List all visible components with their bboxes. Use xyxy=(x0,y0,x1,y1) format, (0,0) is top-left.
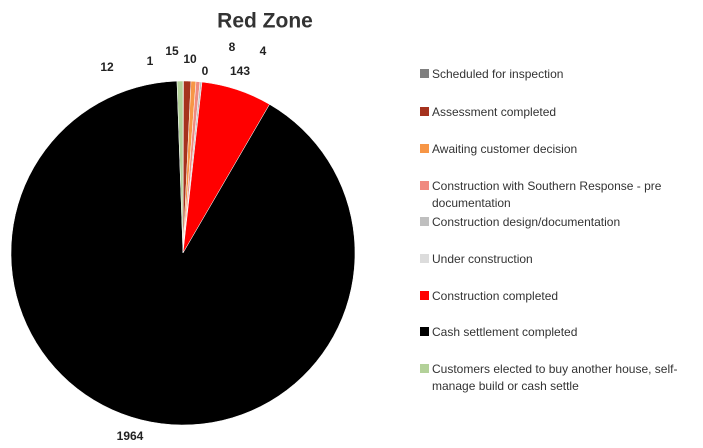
legend-label: Awaiting customer decision xyxy=(432,142,578,156)
legend-swatch xyxy=(420,144,429,153)
data-label: 143 xyxy=(230,64,250,78)
legend-label: Construction with Southern Response - pr… xyxy=(432,179,662,210)
legend-label: Scheduled for inspection xyxy=(432,67,564,81)
data-label: 0 xyxy=(202,64,209,78)
legend-swatch xyxy=(420,69,429,78)
legend-swatch xyxy=(420,181,429,190)
data-label: 10 xyxy=(183,52,197,66)
data-label: 1 xyxy=(147,54,154,68)
legend-label: Customers elected to buy another house, … xyxy=(432,362,678,393)
legend-label: Cash settlement completed xyxy=(432,325,578,339)
chart-title: Red Zone xyxy=(217,10,313,33)
data-label: 4 xyxy=(260,44,267,58)
legend-swatch xyxy=(420,254,429,263)
legend-swatch xyxy=(420,364,429,373)
data-label: 1964 xyxy=(117,429,144,443)
legend-swatch xyxy=(420,291,429,300)
data-label: 8 xyxy=(229,40,236,54)
data-label: 15 xyxy=(165,44,179,58)
legend-swatch xyxy=(420,327,429,336)
legend-label: Assessment completed xyxy=(432,105,557,119)
legend-label: Construction completed xyxy=(432,289,559,303)
pie-slice xyxy=(10,80,356,426)
legend-swatch xyxy=(420,217,429,226)
data-label: 12 xyxy=(100,60,114,74)
legend-label: Construction design/documentation xyxy=(432,215,621,229)
pie-slice xyxy=(176,80,184,254)
legend-label: Under construction xyxy=(432,252,533,266)
legend-swatch xyxy=(420,107,429,116)
